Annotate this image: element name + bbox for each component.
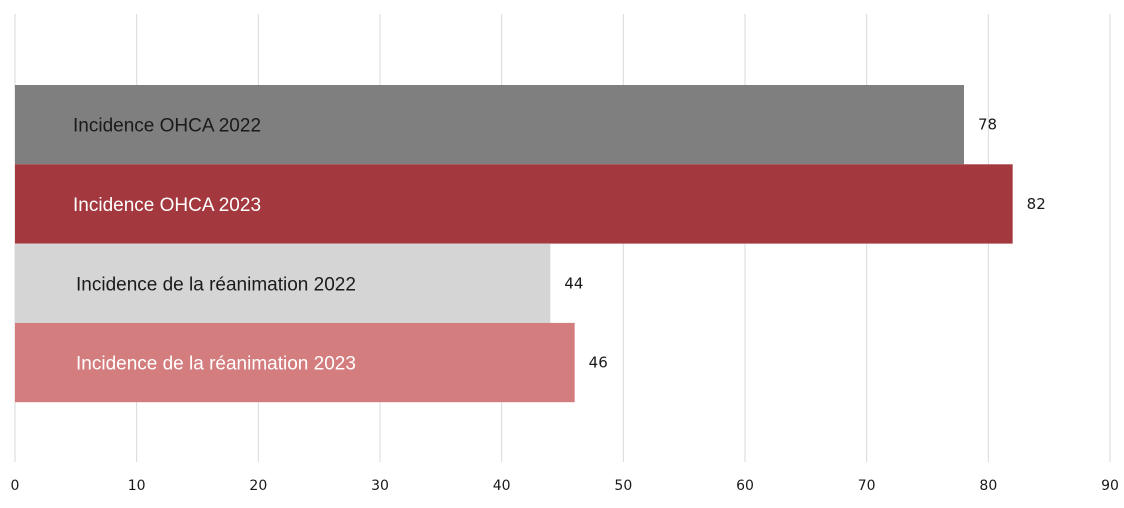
bar-value-label: 46 — [589, 354, 608, 372]
bars: Incidence OHCA 2022 78 Incidence OHCA 2023… — [15, 85, 1046, 403]
x-tick-label: 70 — [858, 478, 876, 494]
x-tick-label: 80 — [979, 478, 997, 494]
x-axis: 0 10 20 30 40 50 60 70 80 90 — [11, 478, 1119, 494]
bar-1 — [15, 85, 964, 165]
bar-value-label: 82 — [1027, 195, 1046, 213]
x-tick-label: 50 — [614, 478, 632, 494]
x-tick-label: 40 — [493, 478, 511, 494]
bar-2 — [15, 164, 1013, 244]
bar-category-label: Incidence OHCA 2022 — [73, 116, 261, 137]
bar-value-label: 78 — [978, 116, 997, 134]
bar-3 — [15, 243, 551, 323]
bar-category-label: Incidence de la réanimation 2022 — [76, 274, 356, 295]
x-tick-label: 20 — [249, 478, 267, 494]
bar-category-label: Incidence de la réanimation 2023 — [76, 354, 356, 375]
x-tick-label: 0 — [11, 478, 20, 494]
bar-category-label: Incidence OHCA 2023 — [73, 195, 261, 216]
bar-value-label: 44 — [564, 274, 583, 292]
x-tick-label: 60 — [736, 478, 754, 494]
x-tick-label: 10 — [128, 478, 146, 494]
x-tick-label: 90 — [1101, 478, 1119, 494]
bar-4 — [15, 322, 575, 403]
x-tick-label: 30 — [371, 478, 389, 494]
